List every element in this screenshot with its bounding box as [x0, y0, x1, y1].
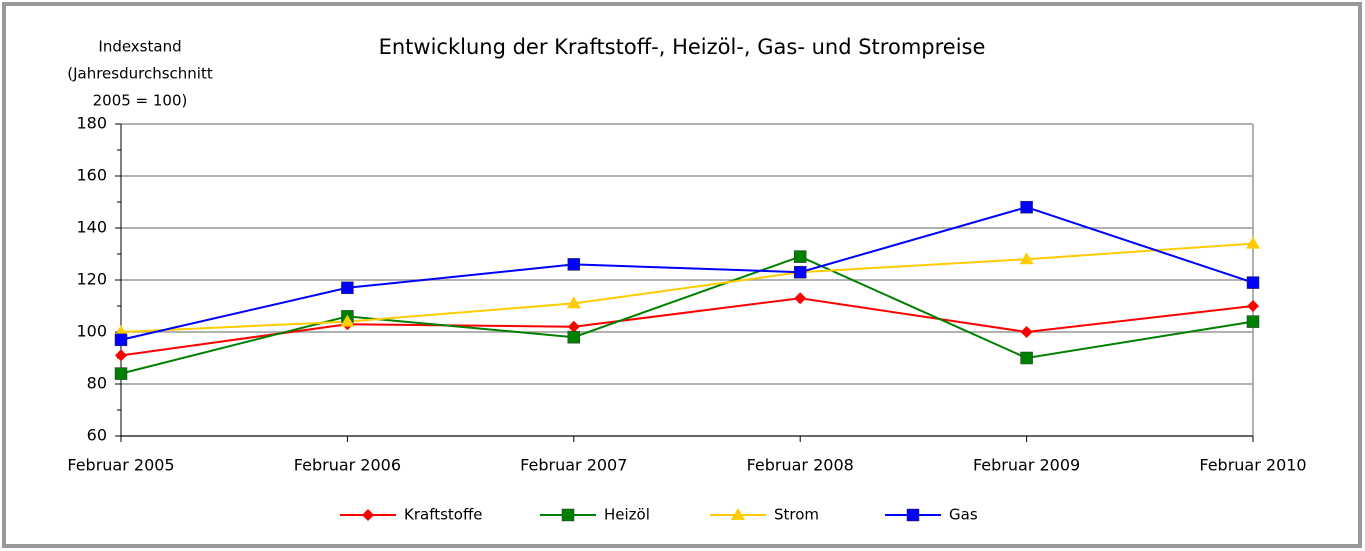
data-point [340, 314, 355, 327]
legend-marker [731, 508, 745, 520]
y-axis-label: 2005 = 100) [93, 92, 188, 110]
data-point [114, 367, 128, 380]
y-tick-label: 140 [76, 218, 107, 237]
series-line [120, 206, 1254, 341]
data-point [567, 258, 581, 271]
x-tick-label: Februar 2005 [67, 456, 174, 475]
x-tick-label: Februar 2006 [294, 456, 401, 475]
data-point [566, 296, 581, 309]
x-tick-label: Februar 2010 [1199, 456, 1306, 475]
series-line [120, 255, 1254, 375]
legend-label: Strom [774, 506, 819, 524]
x-tick-label: Februar 2007 [520, 456, 627, 475]
data-point [1020, 200, 1033, 214]
legend-marker [362, 509, 374, 521]
y-axis-label: Indexstand [98, 38, 181, 56]
x-tick-label: Februar 2008 [747, 456, 854, 475]
legend-label: Kraftstoffe [404, 506, 483, 524]
series-line [120, 297, 1254, 357]
y-tick-label: 60 [87, 426, 107, 445]
y-tick-label: 100 [76, 322, 107, 341]
data-point [1246, 276, 1260, 289]
data-point [114, 333, 128, 347]
data-point [1246, 236, 1260, 249]
legend-marker [561, 508, 575, 522]
data-point [1246, 315, 1260, 328]
data-point [794, 292, 807, 305]
y-tick-label: 180 [76, 114, 107, 133]
data-point [1020, 351, 1033, 365]
data-point [567, 330, 581, 344]
data-point [1020, 326, 1033, 338]
legend-label: Gas [949, 506, 978, 524]
data-point [341, 281, 354, 295]
data-point [1019, 252, 1034, 265]
y-tick-label: 80 [87, 374, 107, 393]
data-point [567, 320, 580, 333]
y-tick-label: 160 [76, 166, 107, 185]
data-point [793, 265, 807, 279]
data-point [793, 250, 807, 263]
legend-marker [906, 508, 920, 522]
series-line [120, 242, 1254, 333]
x-tick-label: Februar 2009 [973, 456, 1080, 475]
chart-title: Entwicklung der Kraftstoff-, Heizöl-, Ga… [379, 35, 986, 59]
data-point [1247, 300, 1259, 312]
data-point [115, 349, 127, 362]
legend-label: Heizöl [604, 506, 650, 524]
y-axis-label: (Jahresdurchschnitt [67, 65, 213, 83]
y-tick-label: 120 [76, 270, 107, 289]
